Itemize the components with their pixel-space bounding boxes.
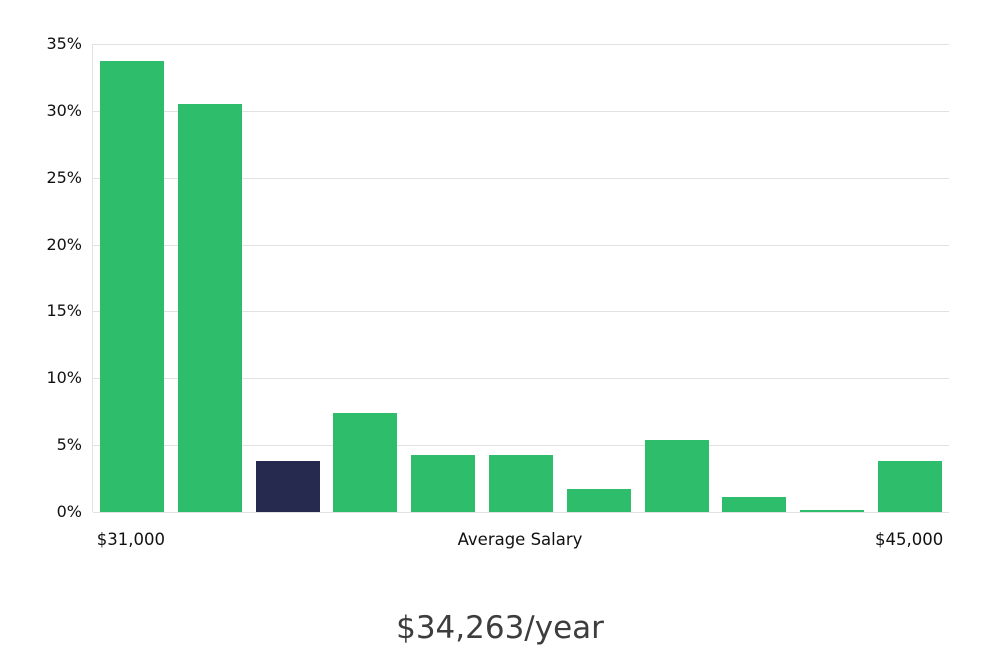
- gridline-15: [93, 311, 949, 313]
- x-axis-label-max: $45,000: [874, 530, 944, 549]
- gridline-20: [93, 244, 949, 246]
- y-tick-label-30: 30%: [46, 100, 82, 120]
- x-axis-label-min: $31,000: [96, 530, 166, 549]
- gridline-0: [93, 512, 949, 513]
- bar-highlighted: [255, 461, 320, 512]
- bar: [644, 439, 709, 512]
- gridline-5: [93, 445, 949, 447]
- bar: [99, 61, 164, 512]
- bar: [878, 461, 943, 512]
- gridline-35: [93, 44, 949, 45]
- average-salary-title: $34,263/year: [396, 610, 604, 646]
- bar: [566, 489, 631, 512]
- y-tick-label-5: 5%: [56, 435, 82, 455]
- bar: [411, 454, 476, 512]
- y-tick-label-35: 35%: [46, 34, 82, 53]
- y-tick-label-0: 0%: [56, 502, 82, 521]
- bar: [800, 510, 865, 512]
- bar: [722, 497, 787, 512]
- gridline-30: [93, 110, 949, 112]
- y-tick-label-10: 10%: [46, 368, 82, 388]
- gridline-10: [93, 378, 949, 380]
- bar: [177, 104, 242, 512]
- bar: [489, 454, 553, 512]
- gridline-25: [93, 177, 949, 179]
- y-tick-label-15: 15%: [46, 301, 82, 321]
- x-axis-label-title: Average Salary: [457, 530, 583, 549]
- bar: [333, 413, 398, 512]
- y-tick-label-20: 20%: [46, 234, 82, 254]
- y-tick-label-25: 25%: [46, 167, 82, 187]
- plot-area: [92, 44, 949, 513]
